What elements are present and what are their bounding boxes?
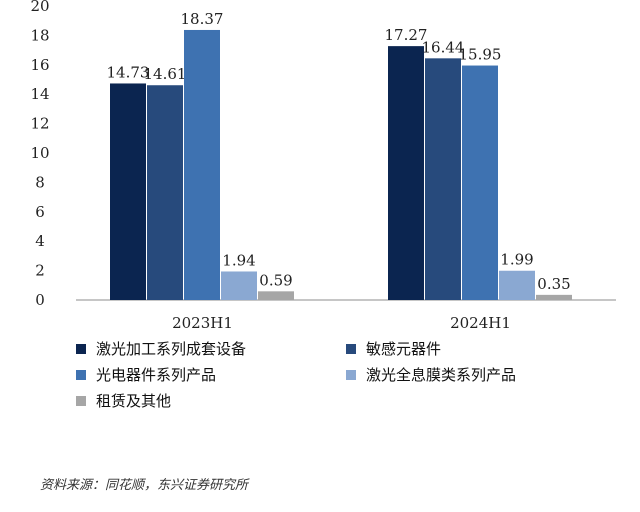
bar [258, 291, 294, 300]
bar-value-label: 0.35 [537, 275, 570, 293]
bar-value-label: 16.44 [422, 38, 465, 56]
y-tick-label: 12 [30, 115, 49, 133]
bar [499, 270, 535, 300]
bar [425, 58, 461, 300]
legend-label: 激光加工系列成套设备 [96, 340, 247, 358]
y-tick-label: 6 [35, 203, 45, 221]
bar [221, 271, 257, 300]
bar-value-label: 0.59 [259, 271, 292, 289]
legend-label: 敏感元器件 [366, 340, 442, 358]
y-tick-label: 4 [35, 232, 45, 250]
bar [388, 46, 424, 301]
bar-value-label: 15.95 [459, 46, 502, 64]
legend-swatch [76, 395, 86, 406]
legend-swatch [76, 343, 86, 354]
legend-swatch [76, 369, 86, 380]
bar-value-label: 1.94 [222, 251, 255, 269]
x-category-label: 2024H1 [450, 314, 511, 330]
bar [462, 65, 498, 300]
legend-item: 激光全息膜类系列产品 [346, 364, 516, 385]
y-tick-label: 2 [35, 262, 45, 280]
legend-item: 敏感元器件 [346, 338, 441, 359]
bar [184, 29, 220, 301]
legend-item: 激光加工系列成套设备 [76, 338, 246, 359]
y-tick-label: 18 [30, 26, 49, 44]
y-tick-label: 8 [35, 173, 45, 191]
legend-label: 激光全息膜类系列产品 [366, 366, 517, 384]
y-tick-label: 10 [30, 144, 49, 162]
y-tick-label: 0 [35, 291, 45, 309]
source-note: 资料来源：同花顺，东兴证券研究所 [40, 478, 249, 493]
legend-swatch [346, 343, 356, 354]
bar-value-label: 1.99 [500, 251, 533, 269]
x-category-label: 2023H1 [172, 314, 233, 330]
bar-value-label: 14.73 [107, 63, 150, 81]
bar-value-label: 14.61 [144, 65, 187, 83]
y-tick-label: 14 [30, 85, 49, 103]
legend-item: 租赁及其他 [76, 390, 171, 411]
y-tick-label: 20 [30, 0, 49, 15]
y-tick-label: 16 [30, 56, 49, 74]
legend-swatch [346, 369, 356, 380]
bar-value-label: 17.27 [385, 26, 428, 44]
bar [536, 294, 572, 300]
legend-label: 光电器件系列产品 [96, 366, 217, 384]
legend-item: 光电器件系列产品 [76, 364, 216, 385]
bar-value-label: 18.37 [181, 10, 224, 28]
bar [147, 85, 183, 300]
bar [110, 83, 146, 301]
legend-label: 租赁及其他 [96, 392, 172, 410]
